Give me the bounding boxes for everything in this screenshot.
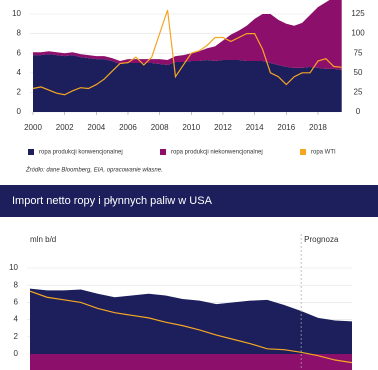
- x-tick-label: 2000: [24, 123, 42, 132]
- annotation: Prognoza: [304, 235, 339, 244]
- legend-swatch: [300, 149, 306, 155]
- x-tick-label: 2010: [182, 123, 200, 132]
- title-banner: [0, 185, 378, 217]
- y-tick-label: 6: [17, 48, 22, 57]
- x-tick-label: 2018: [309, 123, 327, 132]
- area: [30, 288, 352, 354]
- y-tick-label: 4: [14, 315, 19, 324]
- y2-tick-label: 125: [351, 9, 365, 18]
- x-tick-label: 2002: [56, 123, 74, 132]
- source-note: Źródło: dane Bloomberg, EIA, opracowanie…: [25, 167, 163, 174]
- y-tick-label: 10: [12, 9, 21, 18]
- legend-swatch: [160, 149, 166, 155]
- area: [33, 54, 342, 112]
- y2-tick-label: 25: [354, 88, 363, 97]
- x-tick-label: 2012: [214, 123, 232, 132]
- x-tick-label: 2004: [87, 123, 105, 132]
- y-tick-label: 8: [17, 29, 22, 38]
- chart-title: Import netto ropy i płynnych paliw w USA: [12, 195, 213, 207]
- y-tick-label: 2: [14, 332, 19, 341]
- y-tick-label: 0: [17, 107, 22, 116]
- y-tick-label: 8: [14, 280, 19, 289]
- legend-label: ropa WTI: [311, 150, 336, 156]
- legend-label: ropa produkcji konwencjonalnej: [39, 150, 123, 156]
- y2-tick-label: 50: [354, 68, 363, 77]
- legend-label: ropa produkcji niekonwencjonalnej: [171, 150, 263, 156]
- line: [29, 290, 353, 364]
- y2-tick-label: 75: [354, 48, 363, 57]
- x-tick-label: 2006: [119, 123, 137, 132]
- x-tick-label: 2014: [246, 123, 264, 132]
- y-tick-label: 6: [14, 298, 19, 307]
- y-axis-label: mln b/d: [30, 235, 56, 244]
- y2-tick-label: 0: [356, 107, 361, 116]
- y-tick-label: 4: [17, 68, 22, 77]
- x-tick-label: 2016: [277, 123, 295, 132]
- area: [30, 354, 352, 370]
- area: [33, 0, 342, 70]
- y-tick-label: 10: [9, 263, 18, 272]
- line: [32, 9, 342, 96]
- y-tick-label: 0: [14, 349, 19, 358]
- y2-tick-label: 100: [351, 29, 365, 38]
- x-tick-label: 2008: [151, 123, 169, 132]
- y-tick-label: 2: [17, 88, 22, 97]
- legend-swatch: [28, 149, 34, 155]
